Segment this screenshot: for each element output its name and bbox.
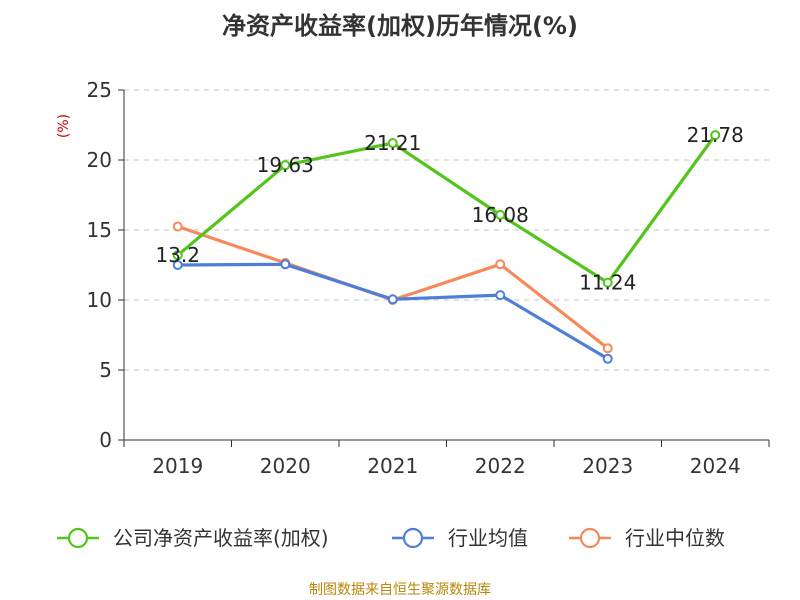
- point-1-2021[interactable]: [387, 294, 398, 305]
- series-1: [172, 259, 613, 364]
- point-2-2022[interactable]: [495, 259, 506, 270]
- legend-marker-2: [579, 527, 601, 549]
- x-tick-label-2023: 2023: [582, 454, 633, 478]
- point-0-2020[interactable]: [280, 160, 291, 171]
- point-0-2024[interactable]: [710, 130, 721, 141]
- x-tick-label-2020: 2020: [260, 454, 311, 478]
- point-0-2022[interactable]: [495, 209, 506, 220]
- chart-title: 净资产收益率(加权)历年情况(%): [222, 12, 578, 40]
- point-1-2023[interactable]: [602, 353, 613, 364]
- axes: [118, 89, 770, 447]
- grid-lines: [124, 89, 769, 371]
- legend-label-2: 行业中位数: [625, 526, 725, 550]
- legend-item-2[interactable]: 行业中位数: [569, 526, 725, 550]
- point-1-2019[interactable]: [172, 260, 183, 270]
- x-tick-label-2021: 2021: [367, 454, 418, 478]
- data-label-2023: 11.24: [579, 271, 636, 295]
- x-tick-label-2022: 2022: [475, 454, 526, 478]
- y-axis-ticks: 0 5 10 15 20 25: [87, 78, 112, 452]
- data-labels: 13.2 19.63 21.21 16.08 11.24 21.78: [155, 123, 743, 295]
- legend-item-1[interactable]: 行业均值: [392, 526, 528, 550]
- point-0-2019[interactable]: [172, 250, 183, 261]
- series-line-1: [177, 262, 609, 361]
- y-axis-unit: (%): [56, 114, 72, 138]
- legend-marker-0: [67, 527, 89, 549]
- series-line-2: [177, 224, 609, 350]
- data-label-2020: 19.63: [257, 153, 314, 177]
- legend-label-1: 行业均值: [448, 526, 528, 550]
- y-tick-label-0: 0: [99, 428, 112, 452]
- point-2-2023[interactable]: [602, 343, 613, 354]
- data-label-2022: 16.08: [472, 203, 529, 227]
- point-0-2021[interactable]: [387, 138, 398, 149]
- y-tick-label-15: 15: [87, 218, 112, 242]
- y-tick-label-25: 25: [87, 78, 112, 102]
- y-tick-label-20: 20: [87, 148, 112, 172]
- point-0-2023[interactable]: [602, 277, 613, 288]
- point-1-2020[interactable]: [280, 259, 291, 270]
- legend-marker-1: [402, 527, 424, 549]
- legend-item-0[interactable]: 公司净资产收益率(加权): [57, 526, 329, 550]
- point-1-2022[interactable]: [495, 290, 506, 301]
- x-tick-label-2024: 2024: [690, 454, 741, 478]
- x-tick-label-2019: 2019: [152, 454, 203, 478]
- legend[interactable]: 公司净资产收益率(加权) 行业均值 行业中位数: [57, 526, 725, 550]
- data-label-2021: 21.21: [364, 131, 421, 155]
- legend-label-0: 公司净资产收益率(加权): [113, 526, 329, 550]
- x-axis-ticks: 2019 2020 2021 2022 2023 2024: [152, 454, 740, 478]
- point-2-2019[interactable]: [172, 221, 183, 232]
- series-0: [172, 130, 721, 288]
- series-line-0: [176, 134, 717, 285]
- y-tick-label-5: 5: [99, 358, 112, 382]
- series-lines: [172, 130, 721, 364]
- data-label-2024: 21.78: [687, 123, 744, 147]
- source-note: 制图数据来自恒生聚源数据库: [309, 582, 491, 598]
- y-tick-label-10: 10: [87, 288, 112, 312]
- data-label-2019: 13.2: [155, 243, 200, 267]
